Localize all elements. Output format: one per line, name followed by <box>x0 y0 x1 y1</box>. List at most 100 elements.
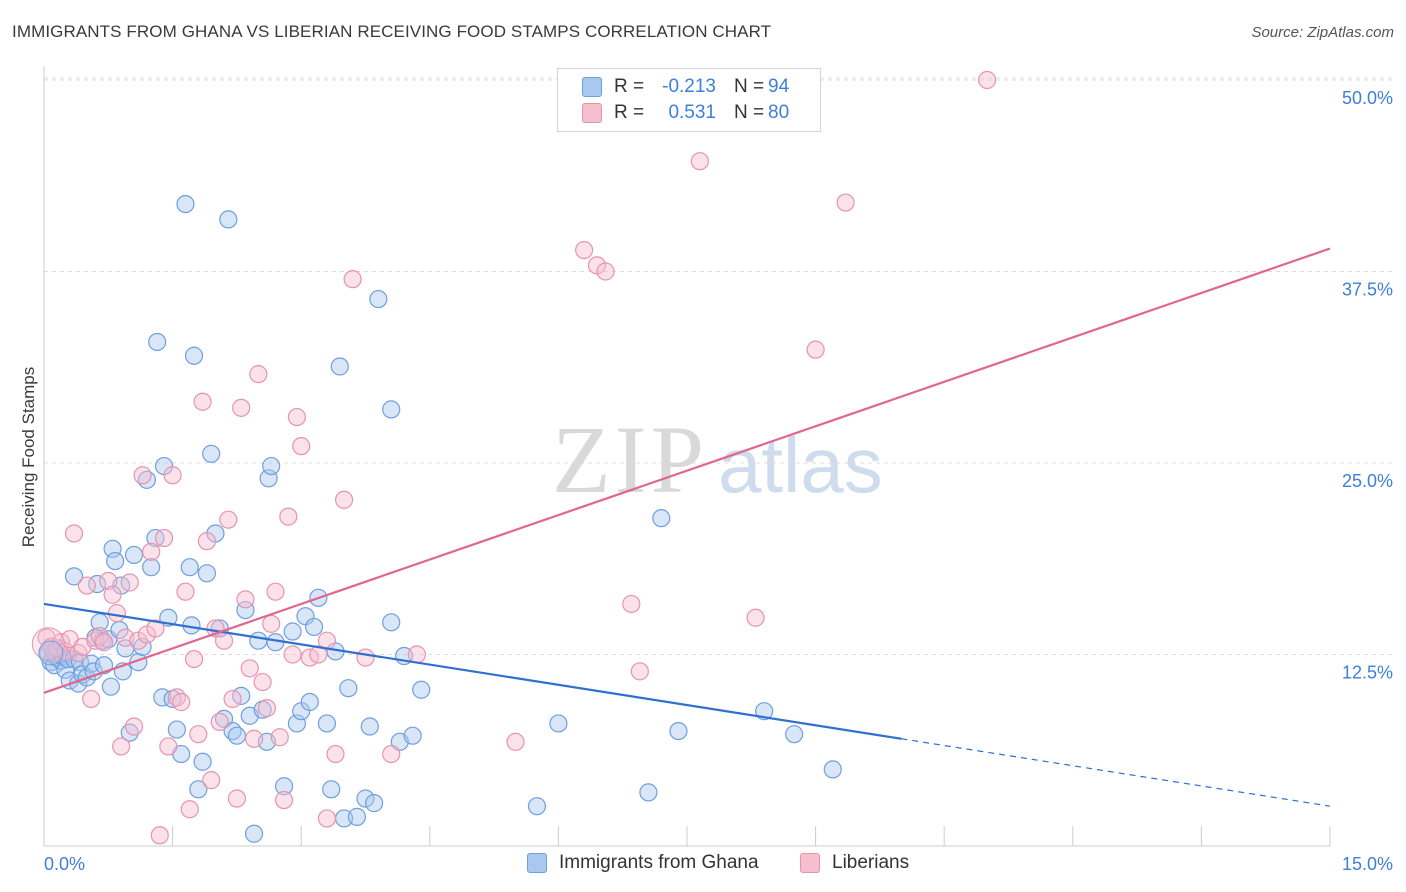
liberian-point <box>172 692 191 712</box>
liberian-point <box>193 392 212 411</box>
ghana-point <box>364 794 384 813</box>
ghana-point <box>360 717 379 736</box>
ghana-point <box>403 726 422 745</box>
ghana-point <box>369 289 388 309</box>
ghana-point <box>527 797 547 816</box>
legend-r-value: 0.531 <box>668 102 716 123</box>
liberian-point <box>142 542 161 561</box>
series-legend-ghana[interactable]: Immigrants from Ghana <box>527 852 759 874</box>
liberian-point <box>382 744 401 764</box>
liberian-point <box>103 585 122 604</box>
liberian-point <box>287 407 307 427</box>
trend-layer <box>43 247 1331 807</box>
liberian-point <box>124 717 144 736</box>
liberian-point <box>279 507 298 526</box>
watermark-zip: ZIP <box>552 406 708 513</box>
series-legend-liberians[interactable]: Liberians <box>800 852 909 874</box>
ghana-point <box>184 346 204 365</box>
liberian-point <box>210 712 229 732</box>
liberian-point <box>622 594 641 614</box>
ghana-point <box>236 600 255 620</box>
ghana-point <box>823 760 842 779</box>
liberian-point <box>292 437 311 456</box>
liberian-point <box>184 649 204 669</box>
legend-n-value: 94 <box>768 76 790 97</box>
ghana-point <box>197 564 216 583</box>
liberian-point <box>99 571 118 591</box>
series-legend-label: Immigrants from Ghana <box>559 852 759 873</box>
liberian-point <box>176 582 195 601</box>
liberian-trend-line <box>43 247 1331 694</box>
tick-layer: 12.5% 25.0% 37.5% 50.0% 0.0% 15.0% <box>44 88 1393 874</box>
liberian-point <box>334 490 354 509</box>
ghana-point <box>244 824 264 843</box>
liberian-point <box>180 800 199 819</box>
watermark-atlas: atlas <box>718 421 883 509</box>
source-label: Source: ZipAtlas.com <box>1251 24 1394 41</box>
ghana-trend-line <box>43 602 902 740</box>
liberian-point <box>262 614 281 633</box>
liberian-point <box>596 262 615 281</box>
ghana-point <box>347 807 367 826</box>
ghana-point <box>106 551 125 571</box>
legend-r-label: R = <box>614 102 645 123</box>
liberian-point <box>219 510 238 529</box>
liberian-point <box>120 573 139 592</box>
liberian-point <box>266 582 285 601</box>
ghana-point <box>148 332 167 352</box>
liberian-point <box>154 528 174 548</box>
liberian-point <box>64 524 84 543</box>
liberian-point <box>236 590 255 609</box>
liberian-point <box>240 659 259 678</box>
ghana-point <box>202 444 221 463</box>
legend-n-label: N = <box>734 76 765 97</box>
ghana-point <box>101 677 120 696</box>
ghana-point <box>300 692 319 712</box>
liberian-point <box>214 631 234 650</box>
ghana-trend-extension <box>901 738 1331 807</box>
ghana-point <box>382 613 401 632</box>
legend-row-liberians: R = 0.531 N = 80 <box>582 100 789 126</box>
ghana-point <box>176 194 195 214</box>
legend-swatch-blue <box>582 77 602 97</box>
liberian-point <box>77 576 96 595</box>
ghana-point <box>639 783 658 802</box>
points-layer <box>31 70 997 845</box>
liberian-point <box>270 728 289 747</box>
ghana-point <box>322 780 341 799</box>
liberian-point <box>343 270 362 289</box>
liberian-point <box>150 826 169 845</box>
legend-row-ghana: R = -0.213 N = 94 <box>582 74 789 100</box>
y-tick-label: 25.0% <box>1342 471 1393 491</box>
ghana-point <box>339 679 358 698</box>
ghana-point <box>283 622 302 641</box>
liberian-point <box>82 689 101 709</box>
liberian-point <box>274 790 294 810</box>
ghana-point <box>356 789 375 808</box>
x-tick-label: 0.0% <box>44 854 85 874</box>
liberian-point <box>806 340 825 359</box>
ghana-point <box>142 558 161 577</box>
grid-layer <box>43 66 1392 847</box>
ghana-point <box>652 509 671 528</box>
liberian-point <box>407 645 427 664</box>
legend-r-value: -0.213 <box>662 76 716 97</box>
liberian-point <box>244 729 264 748</box>
ghana-point <box>189 780 208 799</box>
legend-n-label: N = <box>734 102 765 123</box>
liberian-point <box>163 466 182 485</box>
y-tick-label: 12.5% <box>1342 663 1393 683</box>
legend-r-label: R = <box>614 76 645 97</box>
correlation-legend: R = -0.213 N = 94 R = 0.531 N = 80 <box>557 68 821 132</box>
ghana-cluster-point <box>38 640 64 666</box>
legend-swatch-pink <box>582 103 602 123</box>
liberian-point <box>746 608 765 627</box>
liberian-point <box>356 648 375 667</box>
chart-title: IMMIGRANTS FROM GHANA VS LIBERIAN RECEIV… <box>12 22 772 41</box>
ghana-point <box>249 631 268 650</box>
series-swatch-pink <box>800 853 820 873</box>
liberian-point <box>253 672 272 692</box>
series-legend: Immigrants from Ghana Liberians <box>0 852 1406 878</box>
ghana-point <box>785 725 804 744</box>
